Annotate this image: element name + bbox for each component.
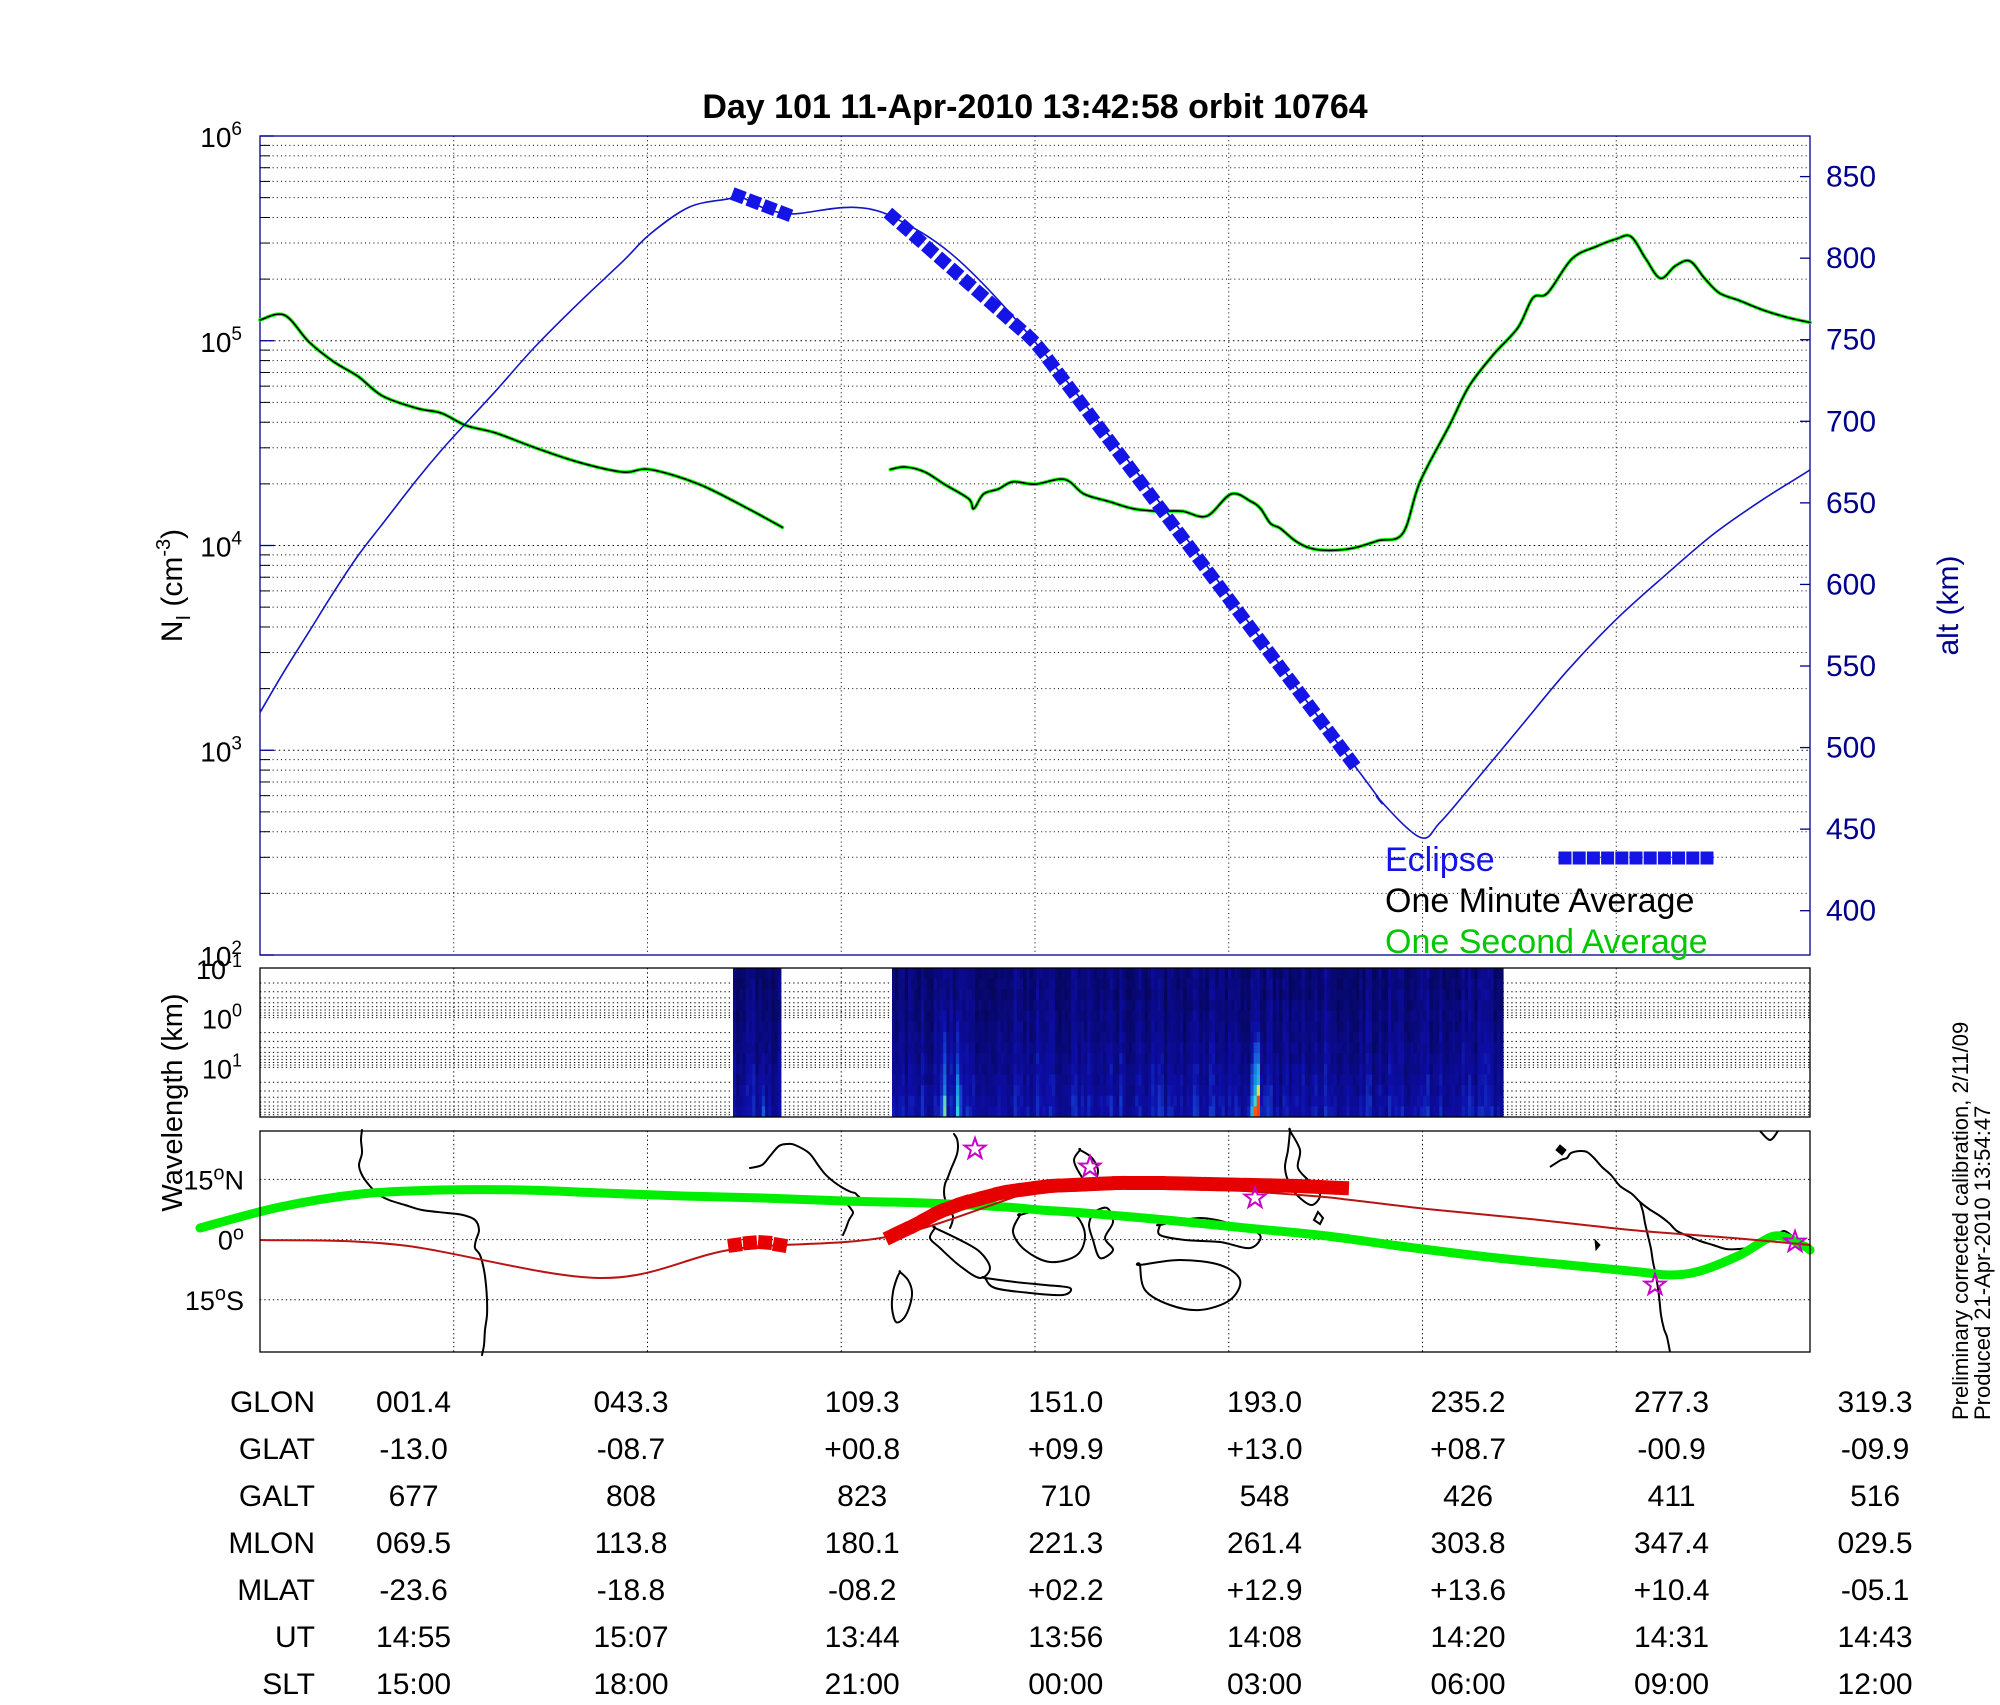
svg-text:700: 700 (1826, 405, 1876, 438)
svg-text:-05.1: -05.1 (1841, 1574, 1909, 1607)
svg-text:MLON: MLON (228, 1527, 315, 1560)
svg-text:+08.7: +08.7 (1430, 1433, 1506, 1466)
svg-text:14:08: 14:08 (1227, 1621, 1302, 1654)
svg-text:347.4: 347.4 (1634, 1527, 1709, 1560)
svg-text:001.4: 001.4 (376, 1386, 451, 1419)
svg-text:Day 101 11-Apr-2010 13:42:58: Day 101 11-Apr-2010 13:42:58 orbit 10764 (702, 88, 1367, 126)
svg-text:13:56: 13:56 (1028, 1621, 1103, 1654)
svg-text:193.0: 193.0 (1227, 1386, 1302, 1419)
svg-text:Eclipse: Eclipse (1385, 841, 1495, 879)
svg-text:303.8: 303.8 (1431, 1527, 1506, 1560)
svg-text:600: 600 (1826, 568, 1876, 601)
svg-text:426: 426 (1443, 1480, 1493, 1513)
svg-text:650: 650 (1826, 487, 1876, 520)
svg-text:12:00: 12:00 (1838, 1668, 1913, 1700)
svg-text:500: 500 (1826, 732, 1876, 765)
svg-text:550: 550 (1826, 650, 1876, 683)
svg-text:-08.7: -08.7 (597, 1433, 665, 1466)
svg-text:043.3: 043.3 (593, 1386, 668, 1419)
svg-text:21:00: 21:00 (825, 1668, 900, 1700)
svg-text:029.5: 029.5 (1838, 1527, 1913, 1560)
svg-text:06:00: 06:00 (1431, 1668, 1506, 1700)
svg-text:+10.4: +10.4 (1634, 1574, 1710, 1607)
svg-text:277.3: 277.3 (1634, 1386, 1709, 1419)
svg-text:-08.2: -08.2 (828, 1574, 896, 1607)
svg-text:GLON: GLON (230, 1386, 315, 1419)
svg-text:677: 677 (389, 1480, 439, 1513)
svg-text:261.4: 261.4 (1227, 1527, 1302, 1560)
svg-text:-13.0: -13.0 (379, 1433, 447, 1466)
svg-text:GALT: GALT (239, 1480, 315, 1513)
svg-text:450: 450 (1826, 813, 1876, 846)
svg-text:109.3: 109.3 (825, 1386, 900, 1419)
svg-text:850: 850 (1826, 161, 1876, 194)
svg-text:-18.8: -18.8 (597, 1574, 665, 1607)
svg-text:14:31: 14:31 (1634, 1621, 1709, 1654)
svg-text:180.1: 180.1 (825, 1527, 900, 1560)
svg-text:808: 808 (606, 1480, 656, 1513)
svg-text:15:00: 15:00 (376, 1668, 451, 1700)
svg-text:548: 548 (1240, 1480, 1290, 1513)
svg-text:+02.2: +02.2 (1028, 1574, 1104, 1607)
svg-text:One Second Average: One Second Average (1385, 923, 1708, 961)
svg-text:+09.9: +09.9 (1028, 1433, 1104, 1466)
svg-text:SLT: SLT (262, 1668, 315, 1700)
svg-text:GLAT: GLAT (239, 1433, 315, 1466)
svg-text:18:00: 18:00 (593, 1668, 668, 1700)
svg-text:03:00: 03:00 (1227, 1668, 1302, 1700)
svg-text:alt (km): alt (km) (1932, 556, 1965, 656)
svg-text:750: 750 (1826, 324, 1876, 357)
svg-text:14:20: 14:20 (1431, 1621, 1506, 1654)
svg-text:+12.9: +12.9 (1227, 1574, 1303, 1607)
svg-text:00:00: 00:00 (1028, 1668, 1103, 1700)
svg-text:-09.9: -09.9 (1841, 1433, 1909, 1466)
svg-text:13:44: 13:44 (825, 1621, 900, 1654)
svg-text:516: 516 (1850, 1480, 1900, 1513)
svg-text:710: 710 (1041, 1480, 1091, 1513)
svg-text:-00.9: -00.9 (1637, 1433, 1705, 1466)
svg-text:800: 800 (1826, 242, 1876, 275)
svg-text:UT: UT (275, 1621, 315, 1654)
svg-text:+13.0: +13.0 (1227, 1433, 1303, 1466)
svg-text:09:00: 09:00 (1634, 1668, 1709, 1700)
svg-text:15:07: 15:07 (593, 1621, 668, 1654)
svg-text:069.5: 069.5 (376, 1527, 451, 1560)
svg-text:235.2: 235.2 (1431, 1386, 1506, 1419)
svg-text:-23.6: -23.6 (379, 1574, 447, 1607)
svg-text:15oS: 15oS (185, 1283, 244, 1316)
svg-text:MLAT: MLAT (237, 1574, 315, 1607)
svg-text:One Minute Average: One Minute Average (1385, 882, 1694, 920)
svg-text:400: 400 (1826, 895, 1876, 928)
svg-text:151.0: 151.0 (1028, 1386, 1103, 1419)
svg-text:+13.6: +13.6 (1430, 1574, 1506, 1607)
svg-text:221.3: 221.3 (1028, 1527, 1103, 1560)
svg-text:14:43: 14:43 (1838, 1621, 1913, 1654)
svg-text:823: 823 (837, 1480, 887, 1513)
svg-text:113.8: 113.8 (595, 1527, 668, 1560)
svg-text:14:55: 14:55 (376, 1621, 451, 1654)
svg-text:411: 411 (1648, 1480, 1696, 1513)
svg-text:+00.8: +00.8 (824, 1433, 900, 1466)
svg-text:319.3: 319.3 (1838, 1386, 1913, 1419)
svg-text:Produced 21-Apr-2010 13:54:47: Produced 21-Apr-2010 13:54:47 (1970, 1106, 1995, 1420)
